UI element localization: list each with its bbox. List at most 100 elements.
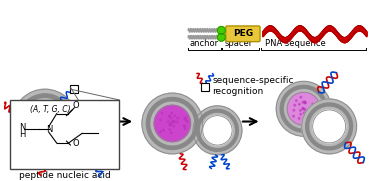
Ellipse shape — [222, 147, 228, 150]
Ellipse shape — [203, 113, 208, 117]
Ellipse shape — [339, 106, 345, 111]
Ellipse shape — [307, 117, 310, 123]
Ellipse shape — [71, 144, 75, 149]
Ellipse shape — [281, 99, 285, 105]
Ellipse shape — [150, 135, 155, 141]
Ellipse shape — [309, 111, 314, 116]
Ellipse shape — [308, 128, 313, 131]
Ellipse shape — [19, 108, 23, 115]
Circle shape — [171, 123, 172, 125]
Circle shape — [298, 117, 300, 119]
Ellipse shape — [163, 98, 169, 102]
Ellipse shape — [191, 133, 196, 139]
Ellipse shape — [319, 93, 324, 98]
Ellipse shape — [194, 127, 198, 133]
Circle shape — [183, 125, 185, 127]
Ellipse shape — [181, 100, 187, 105]
Ellipse shape — [280, 102, 284, 108]
Ellipse shape — [77, 113, 82, 117]
Ellipse shape — [82, 111, 87, 114]
Ellipse shape — [222, 111, 228, 114]
Ellipse shape — [90, 111, 96, 114]
Ellipse shape — [181, 142, 187, 147]
Ellipse shape — [26, 98, 32, 104]
Ellipse shape — [98, 150, 103, 153]
Circle shape — [169, 124, 171, 126]
Ellipse shape — [199, 138, 202, 143]
Ellipse shape — [45, 94, 52, 98]
Ellipse shape — [304, 129, 310, 132]
Circle shape — [43, 121, 45, 123]
Ellipse shape — [208, 147, 212, 150]
Circle shape — [43, 119, 45, 121]
Ellipse shape — [73, 116, 77, 121]
Ellipse shape — [323, 147, 329, 150]
Circle shape — [186, 121, 188, 122]
Ellipse shape — [110, 130, 113, 136]
Circle shape — [43, 115, 44, 117]
Ellipse shape — [350, 123, 353, 129]
Ellipse shape — [107, 120, 110, 125]
Circle shape — [47, 113, 48, 114]
Ellipse shape — [345, 137, 349, 142]
Ellipse shape — [110, 128, 113, 133]
Circle shape — [313, 110, 345, 143]
Circle shape — [302, 99, 356, 154]
Ellipse shape — [169, 98, 176, 101]
Circle shape — [161, 112, 163, 114]
Ellipse shape — [348, 130, 352, 136]
Circle shape — [185, 117, 187, 118]
Ellipse shape — [232, 118, 236, 123]
Ellipse shape — [330, 147, 336, 150]
Text: peptide nucleic acid: peptide nucleic acid — [19, 171, 110, 180]
Ellipse shape — [199, 118, 202, 123]
Circle shape — [45, 118, 47, 120]
Ellipse shape — [19, 128, 23, 135]
Circle shape — [173, 126, 175, 127]
Ellipse shape — [333, 146, 339, 149]
Ellipse shape — [38, 145, 45, 149]
Ellipse shape — [326, 147, 332, 150]
Ellipse shape — [229, 114, 234, 119]
Ellipse shape — [227, 113, 232, 117]
Circle shape — [170, 124, 172, 126]
Circle shape — [302, 101, 304, 103]
Ellipse shape — [220, 148, 225, 151]
Ellipse shape — [149, 133, 153, 139]
Ellipse shape — [149, 108, 153, 114]
Ellipse shape — [201, 114, 206, 119]
Bar — [201, 83, 209, 91]
Ellipse shape — [195, 120, 198, 127]
Circle shape — [160, 119, 161, 121]
Ellipse shape — [69, 139, 72, 144]
Text: anchor: anchor — [189, 39, 218, 48]
Circle shape — [184, 118, 186, 119]
Circle shape — [35, 128, 36, 129]
Circle shape — [42, 123, 43, 124]
Ellipse shape — [166, 146, 172, 149]
Ellipse shape — [107, 141, 110, 146]
Circle shape — [169, 129, 170, 131]
Ellipse shape — [323, 103, 329, 106]
Ellipse shape — [225, 146, 230, 149]
Ellipse shape — [336, 144, 342, 148]
Ellipse shape — [336, 105, 342, 109]
Ellipse shape — [60, 100, 66, 106]
Ellipse shape — [201, 142, 206, 146]
Ellipse shape — [286, 91, 291, 96]
Ellipse shape — [227, 144, 232, 148]
Circle shape — [174, 115, 175, 117]
Ellipse shape — [18, 125, 22, 132]
Ellipse shape — [163, 145, 169, 149]
Ellipse shape — [193, 130, 197, 136]
Ellipse shape — [169, 146, 176, 150]
Ellipse shape — [160, 144, 166, 148]
Ellipse shape — [147, 117, 150, 124]
Ellipse shape — [32, 95, 39, 100]
Circle shape — [49, 119, 51, 121]
Ellipse shape — [109, 125, 112, 131]
Ellipse shape — [77, 150, 82, 153]
Ellipse shape — [297, 129, 303, 132]
Ellipse shape — [297, 85, 303, 89]
Ellipse shape — [160, 99, 166, 103]
